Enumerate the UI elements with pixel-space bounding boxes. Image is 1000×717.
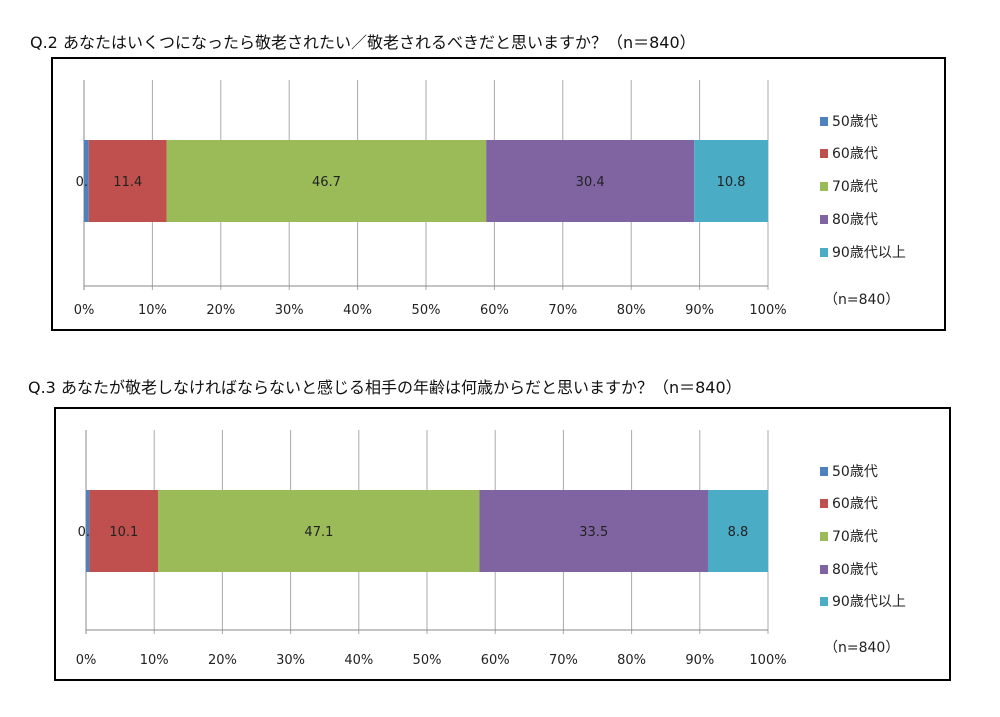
chart-1-bar-segment bbox=[486, 140, 695, 222]
chart-2-legend-label: 50歳代 bbox=[832, 464, 878, 480]
chart-1-x-tick-label: 60% bbox=[480, 303, 509, 318]
chart-1-legend-swatch bbox=[820, 117, 828, 126]
chart-1-x-tick-label: 50% bbox=[412, 303, 441, 318]
chart-1-x-tick-label: 0% bbox=[74, 303, 95, 318]
chart-2-legend-label: 60歳代 bbox=[832, 496, 878, 512]
chart-2-x-tick-label: 10% bbox=[140, 653, 169, 668]
chart-2-legend-swatch bbox=[820, 467, 828, 476]
chart-1-x-tick-label: 100% bbox=[749, 303, 786, 318]
chart-2-bar-segment bbox=[86, 490, 90, 572]
chart-1-bar-segment bbox=[694, 140, 768, 222]
chart-2-bar-segment bbox=[158, 490, 480, 572]
chart-1-legend-label: 60歳代 bbox=[832, 146, 878, 162]
chart-1-legend-swatch bbox=[820, 149, 828, 158]
chart-2-legend-swatch bbox=[820, 499, 828, 508]
chart-2-bar-segment bbox=[707, 490, 768, 572]
chart-2-bar-segment bbox=[479, 490, 708, 572]
chart-2-legend-note: （n=840） bbox=[824, 640, 899, 656]
chart-1-data-label: 30.4 bbox=[576, 175, 605, 190]
chart-2-x-tick-label: 20% bbox=[208, 653, 237, 668]
chart-2-data-label: 8.8 bbox=[728, 525, 749, 540]
chart-2-legend-label: 90歳代以上 bbox=[832, 594, 906, 610]
chart-1-x-tick-label: 10% bbox=[138, 303, 167, 318]
chart-1-x-tick-label: 70% bbox=[548, 303, 577, 318]
chart-1-title: Q.2 あなたはいくつになったら敬老されたい／敬老されるべきだと思いますか？（n… bbox=[30, 33, 696, 52]
chart-1-data-label: 11.4 bbox=[113, 175, 142, 190]
chart-1-legend-swatch bbox=[820, 215, 828, 224]
chart-1-legend-label: 50歳代 bbox=[832, 114, 878, 130]
chart-1-data-label: 46.7 bbox=[312, 175, 341, 190]
chart-1-x-tick-label: 90% bbox=[685, 303, 714, 318]
chart-2-legend-label: 70歳代 bbox=[832, 529, 878, 545]
chart-1-bar-segment bbox=[88, 140, 167, 222]
chart-2-x-tick-label: 70% bbox=[549, 653, 578, 668]
chart-1-legend-swatch bbox=[820, 182, 828, 191]
chart-1-data-label: 10.8 bbox=[717, 175, 746, 190]
chart-2-data-label: 47.1 bbox=[304, 525, 333, 540]
chart-2-data-label: 10.1 bbox=[109, 525, 138, 540]
chart-2-legend-label: 80歳代 bbox=[832, 562, 878, 578]
chart-2-x-tick-label: 40% bbox=[344, 653, 373, 668]
chart-2-x-tick-label: 0% bbox=[76, 653, 97, 668]
chart-1-legend-label: 90歳代以上 bbox=[832, 245, 906, 261]
chart-2-bar-segment bbox=[89, 490, 159, 572]
chart-1-bar-segment bbox=[84, 140, 89, 222]
chart-2-x-tick-label: 60% bbox=[481, 653, 510, 668]
chart-2-legend-swatch bbox=[820, 532, 828, 541]
chart-2-legend-swatch bbox=[820, 597, 828, 606]
chart-1-legend-swatch bbox=[820, 248, 828, 257]
chart-1-bar-segment bbox=[166, 140, 487, 222]
chart-2-data-label: 33.5 bbox=[579, 525, 608, 540]
chart-2-x-tick-label: 100% bbox=[749, 653, 786, 668]
chart-1-legend-label: 80歳代 bbox=[832, 212, 878, 228]
chart-2-x-tick-label: 30% bbox=[276, 653, 305, 668]
chart-1-x-tick-label: 80% bbox=[617, 303, 646, 318]
chart-2-legend-swatch bbox=[820, 565, 828, 574]
chart-1-legend-label: 70歳代 bbox=[832, 179, 878, 195]
chart-1-x-tick-label: 20% bbox=[206, 303, 235, 318]
chart-2-x-tick-label: 90% bbox=[685, 653, 714, 668]
chart-2-title: Q.3 あなたが敬老しなければならないと感じる相手の年齢は何歳からだと思いますか… bbox=[28, 378, 742, 397]
chart-1-x-tick-label: 40% bbox=[343, 303, 372, 318]
chart-2-x-tick-label: 80% bbox=[617, 653, 646, 668]
chart-1-legend-note: （n=840） bbox=[824, 292, 899, 308]
chart-2-x-tick-label: 50% bbox=[413, 653, 442, 668]
chart-1-x-tick-label: 30% bbox=[275, 303, 304, 318]
